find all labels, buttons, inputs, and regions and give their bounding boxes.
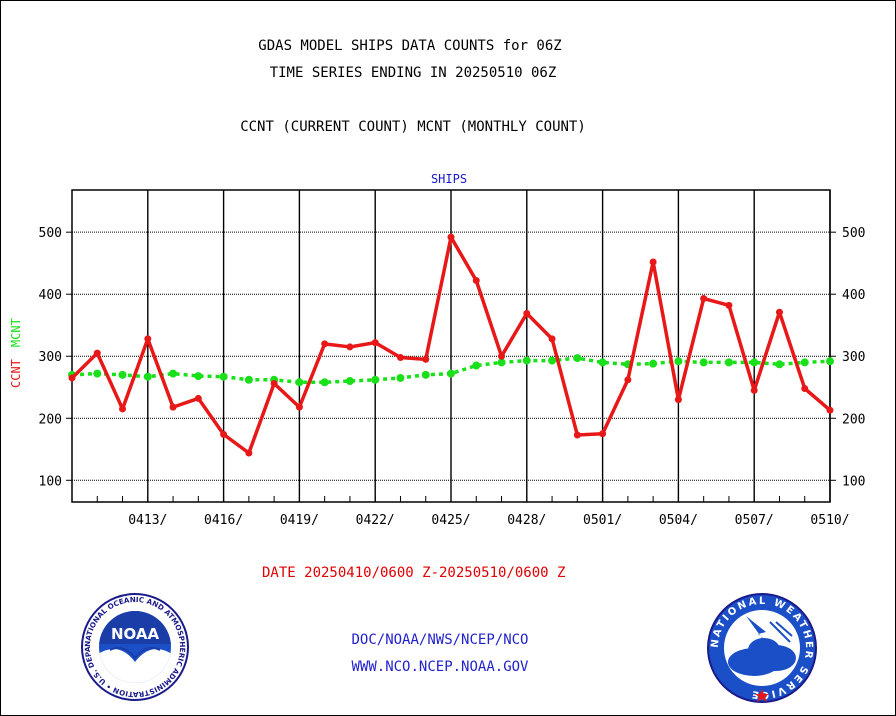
- data-point-mcnt: [118, 370, 127, 379]
- x-tick-label: 0422/: [356, 513, 395, 528]
- chart-subtitle: CCNT (CURRENT COUNT) MCNT (MONTHLY COUNT…: [240, 119, 586, 135]
- y-tick-label-right: 100: [842, 474, 865, 489]
- data-point-ccnt: [775, 308, 783, 316]
- data-point-mcnt: [345, 377, 354, 386]
- data-point-ccnt: [169, 403, 177, 411]
- x-tick-label: 0419/: [280, 513, 319, 528]
- chart-title-line-1: GDAS MODEL SHIPS DATA COUNTS for 06Z: [258, 38, 562, 54]
- data-point-ccnt: [321, 340, 329, 348]
- data-point-mcnt: [573, 354, 582, 363]
- data-point-ccnt: [523, 309, 531, 317]
- data-point-mcnt: [522, 356, 531, 365]
- data-point-mcnt: [826, 357, 834, 366]
- data-point-mcnt: [93, 369, 102, 378]
- data-point-ccnt: [119, 405, 127, 413]
- y-tick-label-left: 100: [39, 474, 62, 489]
- y-tick-label-left: 300: [39, 350, 62, 365]
- data-point-mcnt: [295, 378, 304, 387]
- data-point-ccnt: [194, 394, 202, 402]
- data-point-mcnt: [699, 358, 708, 367]
- data-point-mcnt: [244, 375, 253, 384]
- data-point-ccnt: [144, 335, 152, 343]
- data-point-ccnt: [674, 396, 682, 404]
- data-point-ccnt: [245, 449, 253, 457]
- x-tick-label: 0428/: [507, 513, 546, 528]
- y-label-mcnt: MCNT: [9, 318, 23, 347]
- data-point-ccnt: [346, 343, 354, 351]
- data-point-ccnt: [295, 403, 303, 411]
- data-point-ccnt: [270, 380, 278, 388]
- data-point-mcnt: [548, 356, 557, 365]
- noaa-wordmark: NOAA: [111, 625, 160, 643]
- x-tick-label: 0413/: [128, 513, 167, 528]
- y-tick-label-right: 400: [842, 288, 865, 303]
- y-tick-label-right: 200: [842, 412, 865, 427]
- data-point-ccnt: [548, 335, 556, 343]
- x-tick-label: 0507/: [735, 513, 774, 528]
- plot-border: [71, 189, 831, 503]
- data-point-ccnt: [371, 339, 379, 347]
- data-point-ccnt: [801, 384, 809, 392]
- data-point-ccnt: [700, 295, 708, 303]
- x-tick-label: 0510/: [810, 513, 849, 528]
- data-point-mcnt: [320, 378, 329, 387]
- y-axis-series-label: CCNT MCNT: [9, 318, 23, 388]
- data-point-mcnt: [750, 358, 759, 367]
- x-tick-label: 0501/: [583, 513, 622, 528]
- date-range-label: DATE 20250410/0600 Z-20250510/0600 Z: [262, 565, 566, 581]
- data-point-mcnt: [447, 369, 455, 378]
- data-point-ccnt: [649, 258, 657, 266]
- data-point-ccnt: [573, 431, 581, 439]
- y-tick-label-right: 300: [842, 350, 865, 365]
- data-point-mcnt: [472, 361, 481, 370]
- data-point-ccnt: [68, 374, 76, 382]
- data-point-ccnt: [750, 386, 758, 394]
- data-point-mcnt: [497, 358, 506, 367]
- data-point-mcnt: [724, 358, 733, 367]
- x-tick-label: 0416/: [204, 513, 243, 528]
- data-point-mcnt: [396, 373, 405, 382]
- noaa-logo: NATIONAL OCEANIC AND ATMOSPHERIC ADMINIS…: [80, 592, 189, 701]
- data-point-mcnt: [775, 360, 784, 369]
- data-point-ccnt: [93, 349, 101, 357]
- data-point-mcnt: [598, 358, 607, 367]
- y-tick-label-right: 500: [842, 226, 865, 241]
- data-point-ccnt: [725, 301, 733, 309]
- data-point-ccnt: [447, 233, 455, 241]
- data-point-ccnt: [220, 430, 228, 438]
- credit-line-2: WWW.NCO.NCEP.NOAA.GOV: [351, 659, 529, 675]
- data-point-mcnt: [674, 357, 683, 366]
- x-tick-label: 0504/: [659, 513, 698, 528]
- data-point-ccnt: [826, 406, 834, 414]
- y-tick-label-left: 500: [39, 226, 62, 241]
- data-point-mcnt: [194, 372, 203, 381]
- y-tick-label-left: 200: [39, 412, 62, 427]
- panel-label: SHIPS: [430, 172, 468, 186]
- y-tick-label-left: 400: [39, 288, 62, 303]
- data-point-ccnt: [422, 355, 430, 363]
- credit-line-1: DOC/NOAA/NWS/NCEP/NCO: [351, 632, 529, 648]
- y-label-ccnt: CCNT: [9, 359, 23, 388]
- data-point-mcnt: [649, 359, 658, 368]
- data-point-mcnt: [143, 372, 152, 381]
- data-point-ccnt: [599, 430, 607, 438]
- data-point-ccnt: [498, 352, 506, 360]
- x-tick-label: 0425/: [431, 513, 470, 528]
- data-point-mcnt: [371, 375, 380, 384]
- data-point-mcnt: [800, 358, 809, 367]
- data-point-mcnt: [169, 369, 178, 378]
- data-point-ccnt: [396, 353, 404, 361]
- nws-logo: NATIONAL WEATHER SERVICE: [707, 593, 817, 703]
- data-point-mcnt: [219, 372, 228, 381]
- data-point-ccnt: [472, 277, 480, 285]
- data-point-mcnt: [421, 370, 430, 379]
- data-point-ccnt: [624, 376, 632, 384]
- chart-title-line-2: TIME SERIES ENDING IN 20250510 06Z: [269, 65, 557, 81]
